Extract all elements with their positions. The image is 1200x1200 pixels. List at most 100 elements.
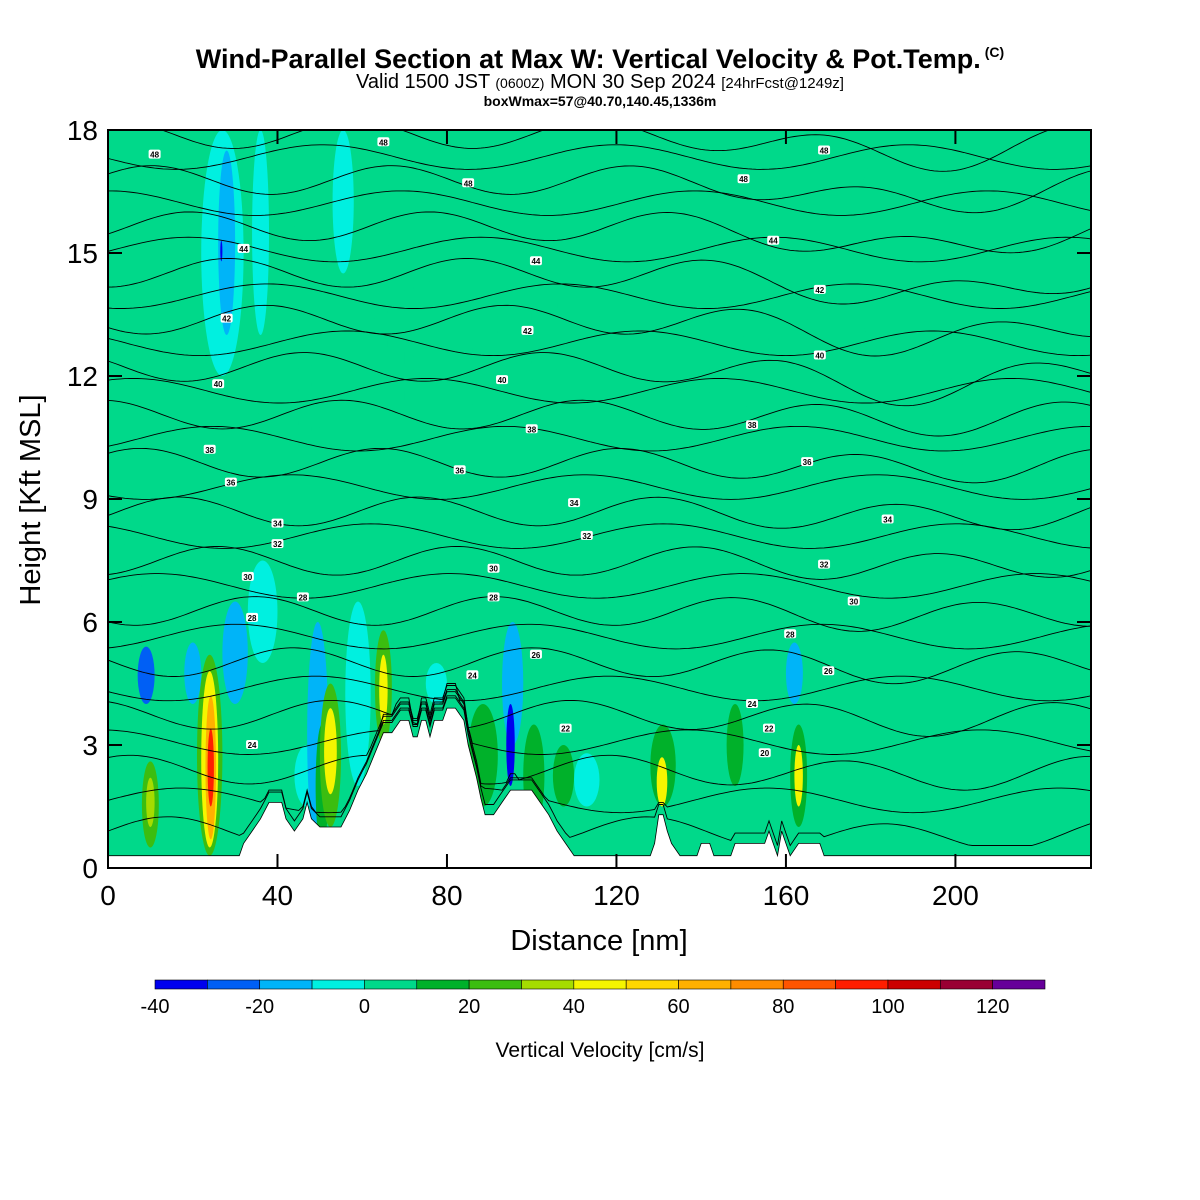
isentrope-line	[108, 546, 1091, 580]
x-tick-label: 40	[262, 880, 293, 911]
colorbar-tick-label: 0	[359, 996, 370, 1018]
isentrope-label: 32	[820, 561, 829, 570]
isentrope-label: 48	[820, 147, 829, 156]
isentrope-label: 28	[489, 593, 498, 602]
isentrope-line	[108, 283, 1091, 309]
isentrope-line	[108, 377, 1091, 404]
colorbar-swatch	[625, 979, 679, 990]
isentrope-label-bg	[818, 145, 831, 155]
isentrope-label-bg	[241, 571, 254, 581]
isentrope-line	[108, 211, 1091, 254]
velocity-cell	[413, 171, 431, 458]
isentrope-label: 34	[570, 499, 579, 508]
isentrope-label: 48	[150, 151, 159, 160]
isentrope-line	[108, 474, 1091, 500]
y-tick-label: 6	[82, 607, 98, 638]
isentrope-line	[108, 447, 1091, 484]
colorbar-tick-label: 60	[667, 996, 689, 1018]
velocity-cell	[726, 704, 744, 786]
isentrope-label-bg	[767, 235, 780, 245]
isentrope-line	[108, 691, 1091, 791]
colorbar-label: Vertical Velocity [cm/s]	[496, 1039, 705, 1062]
velocity-cell	[319, 355, 342, 520]
velocity-cell	[353, 212, 375, 499]
velocity-cell	[743, 171, 769, 458]
colorbar-tick-label: 120	[976, 996, 1009, 1018]
isentrope-label-bg	[758, 748, 771, 758]
isentrope-label-bg	[881, 514, 894, 524]
isentrope-line	[108, 425, 1091, 452]
isentrope-label-bg	[271, 539, 284, 549]
isentrope-line	[108, 144, 1091, 170]
isentrope-line	[108, 304, 1091, 357]
isentrope-line	[108, 685, 1091, 737]
isentrope-label: 48	[379, 138, 388, 147]
isentrope-label: 24	[748, 700, 757, 709]
colorbar-tick-label: 80	[772, 996, 794, 1018]
isentrope-label-bg	[746, 699, 759, 708]
velocity-field	[108, 130, 1091, 868]
isentrope-label-bg	[237, 243, 250, 253]
velocity-cell	[269, 130, 295, 356]
box-wmax-info: boxWmax=57@40.70,140.45,1336m	[483, 93, 717, 109]
isentrope-label: 44	[769, 237, 778, 246]
isentrope-label: 34	[883, 516, 892, 525]
isentrope-label-bg	[296, 592, 309, 602]
colorbar-swatch	[573, 979, 627, 990]
velocity-cell	[656, 757, 668, 807]
isentrope-label-bg	[818, 559, 831, 569]
colorbar-swatch	[259, 979, 313, 990]
valid-time-local: Valid 1500 JST	[356, 71, 490, 93]
velocity-cell	[502, 622, 524, 745]
colorbar-tick-label: 20	[458, 996, 480, 1018]
isentrope-label-bg	[801, 457, 814, 467]
isentrope-label: 42	[523, 327, 532, 336]
isentrope-label-bg	[580, 530, 593, 540]
y-tick-label: 9	[82, 484, 98, 515]
isentrope-label-bg	[559, 723, 572, 733]
velocity-cell	[785, 642, 803, 704]
isentrope-label-bg	[246, 740, 259, 749]
velocity-cell	[167, 396, 185, 499]
isentrope-label-bg	[529, 649, 542, 659]
colorbar: -40 -20 0 20 40 60 80 100 120	[141, 979, 1046, 1018]
isentrope-label: 44	[531, 257, 540, 266]
colorbar-swatch	[730, 979, 784, 990]
colorbar-swatch	[992, 979, 1046, 990]
isentrope-label: 40	[214, 380, 223, 389]
isentrope-label: 32	[273, 540, 282, 549]
velocity-cell	[332, 130, 354, 274]
isentrope-label-bg	[847, 596, 860, 606]
isentrope-label: 30	[849, 598, 858, 607]
y-axis-label: Height [Kft MSL]	[15, 394, 47, 605]
isentrope-label: 24	[248, 741, 257, 750]
isentrope-label: 38	[205, 446, 214, 455]
colorbar-tick-label: -20	[245, 996, 274, 1018]
isentrope-label: 28	[786, 630, 795, 639]
isentrope-label-bg	[737, 174, 750, 184]
isentrope-label-bg	[762, 723, 775, 733]
velocity-cell	[768, 724, 786, 807]
isentrope-label-bg	[813, 350, 826, 360]
isentrope-label: 22	[765, 725, 774, 734]
colorbar-swatch	[364, 979, 418, 990]
y-tick-label: 15	[67, 238, 98, 269]
velocity-cell	[531, 130, 558, 520]
isentrope-line	[108, 697, 1091, 847]
isentrope-label: 40	[815, 352, 824, 361]
x-tick-label: 80	[431, 880, 462, 911]
velocity-cell	[425, 663, 447, 704]
y-tick-label: 12	[67, 361, 98, 392]
velocity-cell	[108, 478, 125, 643]
isentrope-label: 38	[748, 421, 757, 430]
isentrope-line	[108, 695, 1091, 814]
isentrope-label: 24	[468, 671, 477, 680]
isentrope-line	[108, 330, 1091, 357]
velocity-cell	[574, 753, 600, 807]
x-tick-label: 200	[932, 880, 979, 911]
isentrope-label-bg	[496, 375, 509, 385]
isentrope-label: 28	[248, 614, 257, 623]
velocity-cell	[794, 745, 803, 807]
velocity-cell	[137, 646, 155, 704]
